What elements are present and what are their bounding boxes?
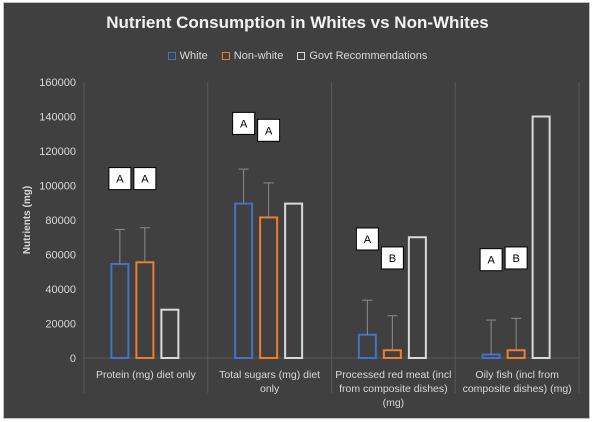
bar-white	[110, 262, 130, 359]
chart-frame: Nutrient Consumption in Whites vs Non-Wh…	[3, 2, 590, 419]
legend-item-non-white: Non-white	[221, 50, 284, 62]
bar-govt	[160, 308, 180, 360]
y-tick-label: 80000	[45, 215, 76, 227]
bar-non-white	[506, 349, 526, 359]
chart-plot: 0 20000 40000 60000 80000 100000 120000 140000 1…	[22, 77, 580, 409]
x-category-label: Processed red meat (incl	[335, 369, 451, 381]
significance-letter-non-white: A	[141, 174, 149, 186]
y-tick-label: 0	[70, 353, 76, 365]
bar-white	[481, 353, 501, 359]
legend-item-govt: Govt Recommendations	[297, 50, 427, 62]
chart-title: Nutrient Consumption in Whites vs Non-Wh…	[106, 13, 489, 32]
x-category-label: composite dishes) (mg)	[463, 383, 572, 395]
x-category-label: (mg)	[383, 397, 405, 409]
significance-letter-non-white: A	[265, 125, 273, 137]
bar-non-white	[135, 261, 155, 360]
x-category-label: Oily fish (incl from	[475, 369, 559, 381]
legend-item-white: White	[167, 50, 208, 62]
bar-non-white	[382, 349, 402, 359]
significance-letter-white: A	[364, 234, 372, 246]
y-tick-label: 100000	[39, 181, 76, 193]
significance-box-non-white	[133, 167, 157, 191]
y-tick-label: 20000	[45, 319, 76, 331]
legend: White Non-white Govt Recommendations	[4, 50, 591, 62]
significance-letter-non-white: B	[389, 253, 396, 265]
y-tick-label: 120000	[39, 146, 76, 158]
significance-box-white	[355, 227, 379, 251]
legend-label-white: White	[179, 50, 208, 62]
significance-letter-white: A	[487, 255, 495, 267]
bar-white	[234, 202, 254, 359]
bar-govt	[407, 236, 427, 359]
significance-box-non-white	[504, 246, 528, 270]
legend-label-govt: Govt Recommendations	[309, 50, 428, 62]
legend-label-non-white: Non-white	[233, 50, 284, 62]
significance-letter-non-white: B	[512, 253, 519, 265]
bar-non-white	[259, 216, 279, 359]
y-tick-label: 140000	[39, 112, 76, 124]
significance-box-white	[232, 111, 256, 135]
legend-swatch-white	[167, 52, 176, 60]
y-axis-label: Nutrients (mg)	[22, 186, 33, 254]
bar-govt	[284, 202, 304, 359]
bar-govt	[531, 115, 551, 359]
x-category-label: Total sugars (mg) diet	[219, 369, 320, 381]
y-tick-label: 160000	[39, 77, 76, 89]
significance-box-non-white	[380, 246, 404, 270]
significance-box-non-white	[257, 118, 281, 142]
legend-swatch-govt	[297, 52, 306, 60]
significance-box-white	[108, 167, 132, 191]
bar-white	[357, 333, 377, 359]
x-category-label: from composite dishes)	[339, 383, 448, 395]
legend-swatch-non-white	[221, 52, 230, 60]
significance-letter-white: A	[116, 174, 124, 186]
x-category-label: Protein (mg) diet only	[96, 369, 197, 381]
x-category-label: only	[260, 383, 280, 395]
y-tick-label: 40000	[45, 284, 76, 296]
y-tick-label: 60000	[45, 250, 76, 262]
significance-box-white	[479, 248, 503, 272]
significance-letter-white: A	[240, 118, 248, 130]
